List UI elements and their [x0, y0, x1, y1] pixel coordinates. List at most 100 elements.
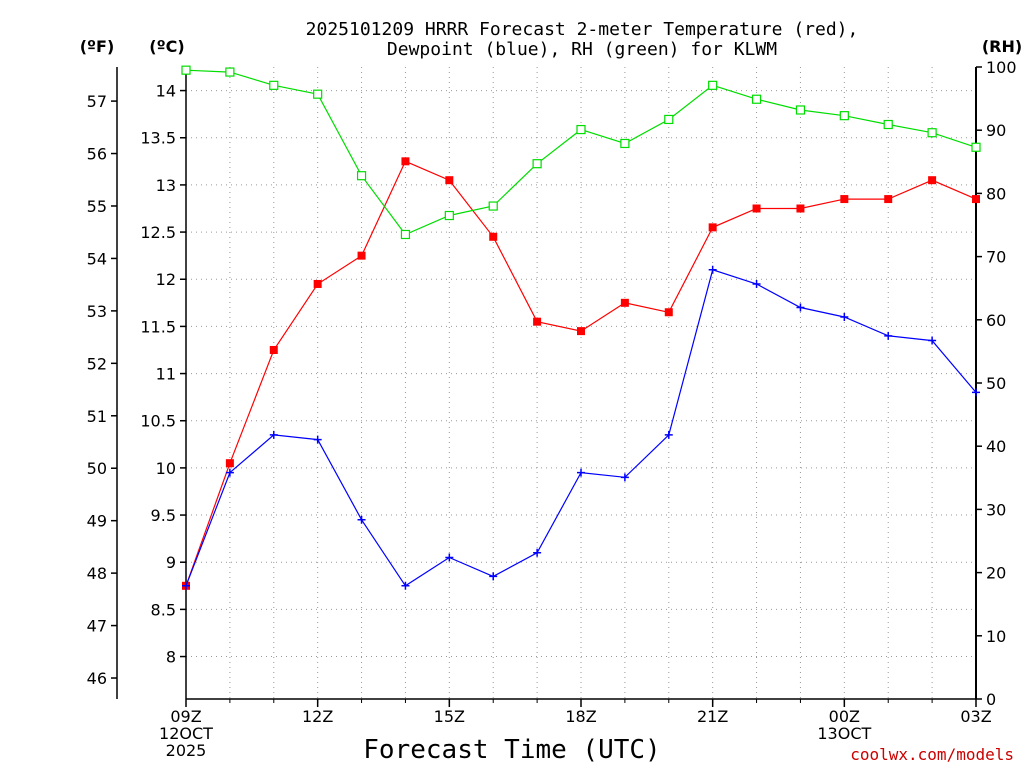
dewpoint-point: [840, 312, 849, 321]
rh-tick-label: 80: [986, 184, 1006, 203]
dewpoint-point: [269, 430, 278, 439]
rh-unit-label: (RH): [982, 37, 1022, 56]
rh-point: [400, 229, 411, 240]
dewpoint-point: [664, 430, 673, 439]
dewpoint-point: [708, 265, 717, 274]
2-meter-temperature-point: [445, 176, 454, 185]
celsius-tick-label: 10: [156, 459, 176, 478]
chart-title-line-1: 2025101209 HRRR Forecast 2-meter Tempera…: [306, 19, 859, 40]
2-meter-temperature-point: [664, 308, 673, 317]
2-meter-temperature-point: [357, 251, 366, 260]
rh-point: [532, 159, 542, 169]
2-meter-temperature-point: [269, 345, 278, 354]
dewpoint-point: [972, 388, 980, 397]
fahrenheit-tick-label: 46: [87, 669, 107, 688]
rh-point: [664, 114, 674, 125]
rh-tick-label: 70: [986, 248, 1006, 267]
chart-title-line-2: Dewpoint (blue), RH (green) for KLWM: [387, 39, 777, 60]
rh-point: [488, 201, 498, 211]
celsius-tick-label: 12.5: [140, 223, 176, 242]
dewpoint-point: [928, 336, 937, 345]
fahrenheit-tick-label: 51: [87, 407, 107, 426]
x-tick-label: 09Z: [170, 707, 201, 726]
dewpoint-point: [577, 468, 585, 477]
rh-point: [181, 65, 191, 75]
2-meter-temperature-point: [884, 195, 893, 204]
fahrenheit-tick-label: 53: [87, 302, 107, 321]
2-meter-temperature-point: [313, 279, 322, 288]
fahrenheit-tick-label: 50: [87, 459, 107, 478]
rh-tick-label: 100: [986, 58, 1017, 77]
rh-point: [225, 67, 235, 77]
fahrenheit-tick-label: 52: [87, 354, 107, 373]
dewpoint-point: [533, 548, 542, 557]
x-tick-label: 18Z: [565, 707, 596, 726]
dewpoint-point: [313, 435, 322, 444]
dewpoint-point: [357, 515, 366, 524]
rh-point: [971, 142, 981, 152]
series-layer: [181, 65, 981, 590]
dewpoint-point: [445, 553, 454, 562]
x-tick-label: 2025: [166, 741, 207, 760]
celsius-tick-label: 11: [156, 365, 176, 384]
rh-point: [795, 105, 806, 115]
celsius-tick-label: 13: [156, 176, 176, 195]
rh-point: [313, 89, 323, 99]
fahrenheit-tick-label: 48: [87, 564, 107, 583]
fahrenheit-tick-label: 54: [87, 249, 107, 268]
fahrenheit-unit-label: (ºF): [80, 37, 115, 56]
rh-point: [444, 210, 454, 221]
2-meter-temperature-point: [533, 317, 542, 326]
2-meter-temperature-point: [928, 176, 937, 185]
fahrenheit-tick-label: 49: [87, 512, 107, 531]
rh-tick-label: 20: [986, 564, 1006, 583]
x-tick-label: 03Z: [960, 707, 991, 726]
rh-point: [883, 119, 893, 130]
x-tick-label: 00Z: [829, 707, 860, 726]
x-tick-label: 15Z: [434, 707, 465, 726]
celsius-unit-label: (ºC): [149, 37, 184, 56]
celsius-tick-label: 11.5: [140, 317, 176, 336]
rh-tick-label: 40: [986, 437, 1006, 456]
dewpoint-point: [796, 303, 805, 312]
fahrenheit-tick-label: 56: [87, 145, 107, 164]
2-meter-temperature-point: [225, 459, 234, 468]
dewpoint-point: [225, 468, 234, 477]
celsius-tick-label: 8: [166, 648, 176, 667]
rh-point: [839, 111, 849, 121]
grid: [186, 67, 976, 699]
credit-text: coolwx.com/models: [850, 745, 1014, 764]
rh-tick-label: 10: [986, 627, 1006, 646]
x-tick-label: 12Z: [302, 707, 333, 726]
fahrenheit-tick-label: 47: [87, 617, 107, 636]
rh-point: [356, 171, 367, 181]
rh-point: [576, 124, 586, 135]
2-meter-temperature-point: [708, 223, 717, 232]
x-tick-label: 13OCT: [817, 724, 871, 743]
rh-point: [751, 94, 762, 104]
rh-tick-label: 60: [986, 311, 1006, 330]
2-meter-temperature-point: [796, 204, 805, 213]
2-meter-temperature-point: [752, 204, 761, 213]
celsius-tick-label: 12: [156, 270, 176, 289]
fahrenheit-tick-label: 55: [87, 197, 107, 216]
2-meter-temperature-point: [577, 327, 585, 336]
dewpoint-point: [401, 581, 410, 590]
rh-point: [620, 138, 630, 149]
dewpoint-point: [182, 581, 190, 590]
axes: 46 47 48 49 50 51 52 53 54 55 56 57 8 8.5 9 9.5 10 10.5 11…: [87, 58, 1017, 760]
dewpoint-point: [620, 473, 629, 482]
rh-point: [269, 80, 279, 90]
celsius-tick-label: 13.5: [140, 129, 176, 148]
celsius-tick-label: 14: [156, 82, 176, 101]
celsius-tick-label: 9: [166, 553, 176, 572]
dewpoint-point: [489, 572, 498, 581]
2-meter-temperature-point: [489, 232, 498, 241]
rh-point: [708, 80, 718, 90]
rh-tick-label: 90: [986, 121, 1006, 140]
x-axis-label: Forecast Time (UTC): [363, 735, 660, 765]
celsius-tick-label: 9.5: [151, 506, 176, 525]
2-meter-temperature-point: [972, 195, 980, 204]
rh-tick-label: 50: [986, 374, 1006, 393]
celsius-tick-label: 8.5: [151, 600, 176, 619]
